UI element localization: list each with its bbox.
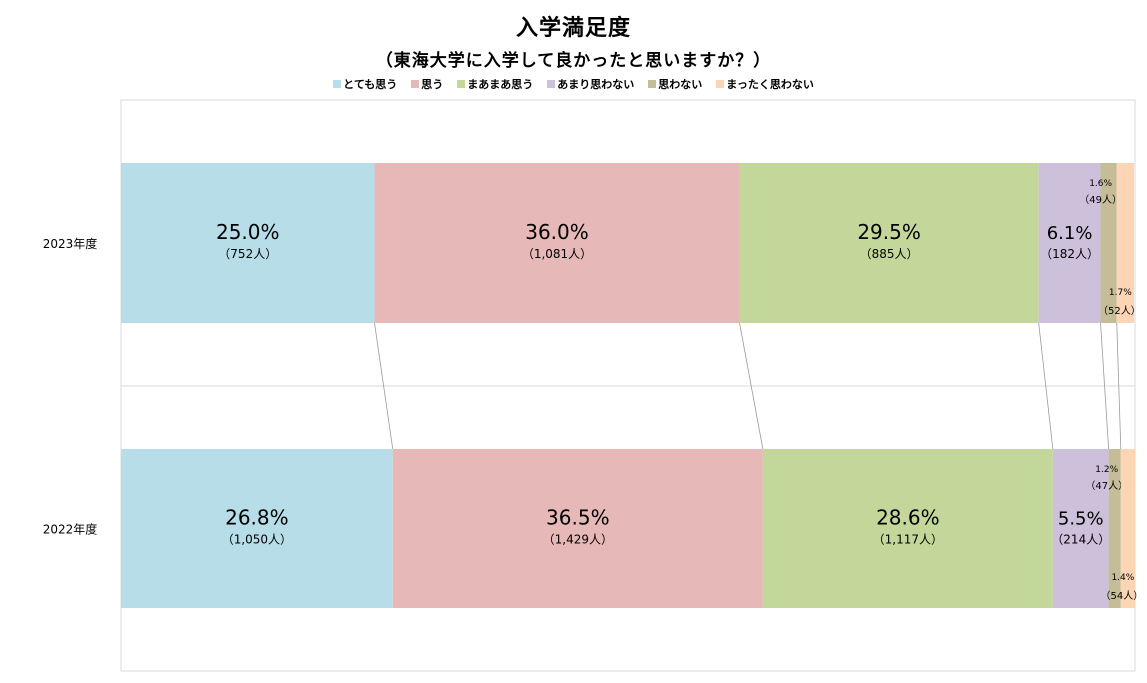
series-connector-line: [739, 322, 764, 450]
value-label: 29.5%: [857, 220, 921, 244]
count-label: （214人）: [1051, 533, 1110, 547]
bar-segment: [121, 163, 375, 323]
count-label: （182人）: [1040, 247, 1099, 261]
chart-title: 入学満足度: [515, 16, 631, 41]
bar-segment: [1038, 163, 1101, 323]
count-label: （1,429人）: [543, 533, 613, 547]
legend-swatch: [457, 80, 466, 88]
count-label: （1,050人）: [222, 533, 292, 547]
count-label: （752人）: [218, 247, 277, 261]
value-label: 36.0%: [525, 220, 589, 244]
value-label: 28.6%: [876, 506, 940, 530]
count-label: （49人）: [1079, 194, 1122, 206]
legend-swatch: [547, 80, 556, 88]
series-connector-line: [1038, 322, 1054, 450]
count-label: （54人）: [1101, 590, 1144, 602]
value-label: 1.2%: [1095, 465, 1118, 475]
series-connector-line: [1100, 322, 1110, 450]
series-connector-line: [1116, 322, 1122, 450]
legend-item: 思わない: [648, 76, 702, 92]
bar-segment: [392, 449, 763, 608]
value-label: 6.1%: [1047, 223, 1093, 244]
bar-segment: [121, 449, 393, 608]
legend-swatch: [716, 80, 725, 88]
count-label: （47人）: [1085, 480, 1128, 492]
bar-segment: [1116, 163, 1134, 323]
bar-segment: [374, 163, 740, 323]
count-label: （1,081人）: [522, 247, 592, 261]
category-label: 2023年度: [43, 236, 98, 251]
legend-swatch: [648, 80, 657, 88]
count-label: （1,117人）: [873, 533, 943, 547]
legend-item: とても思う: [333, 76, 397, 92]
legend-item: まったく思わない: [716, 76, 814, 92]
value-label: 1.7%: [1109, 288, 1132, 298]
legend-label: 思わない: [658, 78, 703, 91]
bar-segment: [739, 163, 1039, 323]
legend: とても思う 思う まあまあ思う あまり思わない 思わない まったく思わない: [0, 76, 1147, 92]
value-label: 26.8%: [225, 506, 289, 530]
value-label: 1.4%: [1111, 573, 1134, 583]
legend-item: あまり思わない: [547, 76, 634, 92]
legend-swatch: [411, 80, 420, 88]
category-label: 2022年度: [43, 522, 98, 537]
bar-segment: [762, 449, 1053, 608]
value-label: 1.6%: [1089, 179, 1112, 189]
value-label: 5.5%: [1058, 509, 1104, 530]
legend-label: あまり思わない: [557, 78, 635, 91]
bar-segment: [1120, 449, 1135, 608]
legend-label: まったく思わない: [726, 78, 814, 91]
count-label: （885人）: [860, 247, 919, 261]
count-label: （52人）: [1098, 305, 1141, 317]
legend-item: まあまあ思う: [457, 76, 533, 92]
value-label: 36.5%: [546, 506, 610, 530]
legend-item: 思う: [411, 76, 443, 92]
legend-swatch: [333, 80, 342, 88]
legend-label: まあまあ思う: [467, 78, 534, 91]
series-connector-line: [374, 322, 394, 450]
legend-label: 思う: [421, 78, 444, 91]
bar-segment: [1052, 449, 1109, 608]
bar-segment: [1100, 163, 1117, 323]
bar-segment: [1108, 449, 1121, 608]
chart-subtitle: （東海大学に入学して良かったと思いますか？）: [375, 51, 772, 71]
legend-label: とても思う: [343, 78, 398, 91]
value-label: 25.0%: [216, 220, 280, 244]
